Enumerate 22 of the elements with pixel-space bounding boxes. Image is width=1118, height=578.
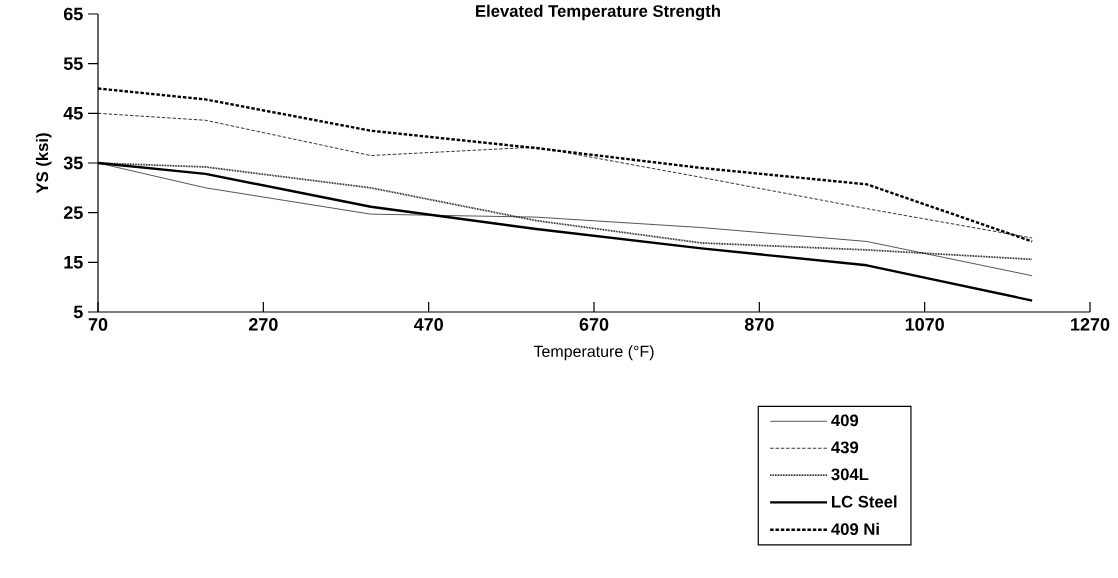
x-tick-label: 70 [88,318,108,331]
legend-label: LC Steel [832,495,897,508]
x-tick-label: 1070 [905,318,944,331]
x-axis-title: Temperature (°F) [533,345,654,361]
legend-label: 439 [831,441,859,454]
x-tick-label: 270 [248,318,278,331]
y-tick-label: 65 [63,7,83,21]
x-tick-label: 870 [744,318,774,331]
y-tick-label: 5 [73,305,83,319]
x-tick-label: 670 [579,318,609,331]
y-tick-label: 15 [64,256,83,269]
x-tick-label: 470 [413,318,443,331]
y-tick-label: 55 [63,57,83,70]
legend-label: 409 [831,414,859,427]
y-axis-title: YS (ksi) [35,133,52,194]
chart-title: Elevated Temperature Strength [476,4,720,21]
y-tick-label: 35 [63,156,83,170]
y-tick-label: 25 [63,206,83,220]
y-tick-label: 45 [63,107,83,120]
legend-label: 304L [831,468,869,481]
x-tick-label: 1270 [1071,318,1110,331]
legend-label: 409 Ni [831,522,879,536]
